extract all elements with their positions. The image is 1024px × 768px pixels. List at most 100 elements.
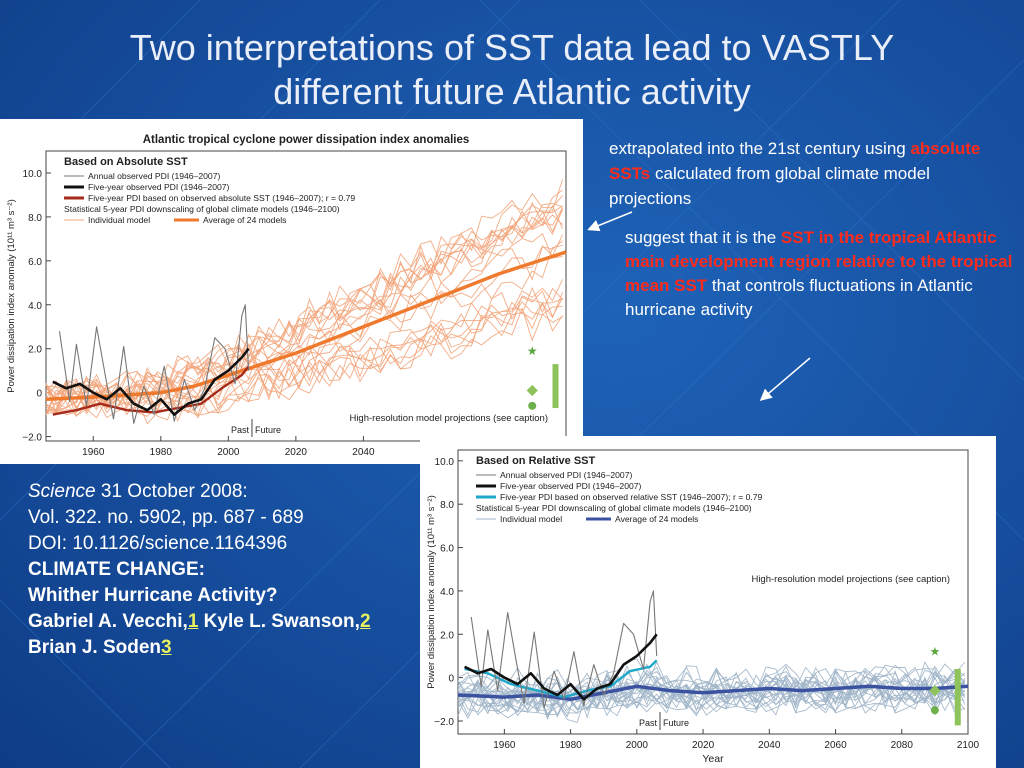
y-tick-label: 8.0 bbox=[440, 500, 454, 511]
chart-relative-sst-plot: Based on Relative SST 10.0 8.0 6.0 4.0 2.0 0 −2… bbox=[426, 449, 980, 765]
high-resolution-label: High-resolution model projections (see c… bbox=[751, 574, 950, 585]
x-tick-label: 2100 bbox=[957, 740, 980, 751]
x-axis-label: Year bbox=[702, 753, 724, 765]
individual-model-line bbox=[457, 663, 965, 706]
citation-journal: Science bbox=[28, 481, 96, 502]
legend-entry: Annual observed PDI (1946–2007) bbox=[88, 171, 220, 181]
plot-frame bbox=[45, 150, 567, 442]
individual-model-line bbox=[45, 179, 564, 406]
average-of-24-models-line bbox=[457, 684, 969, 702]
y-tick-label: 10.0 bbox=[435, 457, 455, 468]
citation-doi: DOI: 10.1126/science.1164396 bbox=[28, 533, 288, 554]
individual-model-line bbox=[45, 201, 563, 406]
annotation-relative-highlight: SST in the tropical Atlantic main develo… bbox=[625, 228, 1013, 295]
annotation-absolute-pre: extrapolated into the 21st century using bbox=[609, 139, 911, 158]
projection-diamond-marker bbox=[929, 684, 941, 697]
legend-entry: Five-year observed PDI (1946–2007) bbox=[88, 182, 230, 192]
y-tick-label: −2.0 bbox=[434, 717, 454, 728]
average-of-24-models-line bbox=[45, 250, 567, 402]
high-resolution-label: High-resolution model projections (see c… bbox=[349, 413, 548, 424]
five-year-sst-based-pdi-line bbox=[52, 365, 250, 416]
x-tick-label: 2080 bbox=[891, 740, 914, 751]
citation-author-1: Gabriel A. Vecchi, bbox=[28, 611, 188, 632]
citation-volume: Vol. 322. no. 5902, pp. 687 - 689 bbox=[28, 507, 304, 528]
y-tick-label: 4.0 bbox=[28, 301, 42, 312]
citation-block: Science 31 October 2008: Vol. 322. no. 5… bbox=[28, 479, 408, 661]
title-line-2: different future Atlantic activity bbox=[273, 71, 751, 112]
y-tick-label: 6.0 bbox=[440, 544, 454, 555]
x-tick-label: 2060 bbox=[824, 740, 847, 751]
y-tick-label: 2.0 bbox=[440, 630, 454, 641]
chart-title: Atlantic tropical cyclone power dissipat… bbox=[143, 134, 470, 146]
individual-model-line bbox=[45, 244, 563, 414]
plot-frame bbox=[457, 449, 969, 735]
annotation-relative-post: that controls fluctuations in Atlantic h… bbox=[625, 276, 973, 319]
annotation-absolute: extrapolated into the 21st century using… bbox=[609, 136, 1009, 211]
x-tick-label: 2000 bbox=[217, 447, 240, 458]
projection-star-marker: ★ bbox=[527, 344, 538, 358]
y-tick-label: 10.0 bbox=[23, 169, 43, 180]
y-axis-label: Power dissipation index anomaly (10¹¹ m³… bbox=[426, 495, 437, 689]
affiliation-link-3[interactable]: 3 bbox=[161, 637, 172, 658]
panel-label: Based on Relative SST bbox=[476, 455, 595, 467]
citation-headline: Whither Hurricane Activity? bbox=[28, 585, 278, 606]
projection-diamond-marker bbox=[526, 384, 538, 397]
affiliation-link-2[interactable]: 2 bbox=[359, 611, 371, 632]
y-axis-label: Power dissipation index anomaly (10¹¹ m³… bbox=[6, 199, 17, 393]
affiliation-link-1[interactable]: 1 bbox=[187, 611, 199, 632]
y-tick-label: 0 bbox=[448, 674, 454, 685]
individual-model-line bbox=[457, 660, 965, 696]
y-tick-label: 2.0 bbox=[28, 345, 42, 356]
citation-author-2: Kyle L. Swanson, bbox=[198, 611, 360, 632]
x-tick-label: 2020 bbox=[285, 447, 308, 458]
x-tick-label: 1960 bbox=[493, 740, 516, 751]
individual-model-line bbox=[45, 209, 564, 404]
individual-model-line bbox=[45, 204, 564, 410]
future-label: Future bbox=[663, 718, 689, 728]
title-line-1: Two interpretations of SST data lead to … bbox=[129, 27, 895, 68]
five-year-observed-pdi-line bbox=[52, 347, 250, 416]
x-tick-label: 2040 bbox=[758, 740, 781, 751]
chart-relative-sst: Based on Relative SST 10.0 8.0 6.0 4.0 2.0 0 −2… bbox=[420, 436, 996, 768]
legend-entry: Five-year PDI based on observed absolute… bbox=[88, 193, 355, 203]
legend-entry: Average of 24 models bbox=[615, 514, 698, 524]
x-tick-label: 1980 bbox=[559, 740, 582, 751]
y-tick-label: 4.0 bbox=[440, 587, 454, 598]
x-tick-label: 2040 bbox=[352, 447, 375, 458]
panel-label: Based on Absolute SST bbox=[64, 156, 188, 168]
y-tick-label: 6.0 bbox=[28, 257, 42, 268]
chart-absolute-sst-plot: Atlantic tropical cyclone power dissipat… bbox=[6, 134, 567, 458]
five-year-observed-pdi-line bbox=[464, 633, 658, 701]
past-label: Past bbox=[231, 425, 250, 435]
annual-observed-pdi-line bbox=[58, 304, 250, 424]
legend-entry: Average of 24 models bbox=[203, 215, 286, 225]
x-tick-label: 1960 bbox=[82, 447, 105, 458]
annual-observed-pdi-line bbox=[470, 590, 658, 709]
individual-model-line bbox=[45, 279, 564, 412]
legend-entry: Individual model bbox=[88, 215, 150, 225]
legend-entry: Annual observed PDI (1946–2007) bbox=[500, 470, 632, 480]
projection-star-marker: ★ bbox=[930, 645, 941, 659]
annotation-absolute-highlight: absolute SSTs bbox=[609, 139, 981, 183]
projection-range-bar bbox=[552, 364, 559, 409]
legend-entry: Statistical 5-year PDI downscaling of gl… bbox=[64, 204, 340, 214]
annotation-relative-pre: suggest that it is the bbox=[625, 228, 781, 247]
x-tick-label: 2000 bbox=[626, 740, 649, 751]
citation-date: 31 October 2008: bbox=[95, 481, 248, 502]
citation-section: CLIMATE CHANGE: bbox=[28, 559, 205, 580]
annotation-absolute-post: calculated from global climate model pro… bbox=[609, 164, 930, 208]
legend-entry: Five-year PDI based on observed relative… bbox=[500, 492, 763, 502]
chart-absolute-sst: Atlantic tropical cyclone power dissipat… bbox=[0, 119, 583, 464]
y-tick-label: 8.0 bbox=[28, 213, 42, 224]
x-tick-label: 2020 bbox=[692, 740, 715, 751]
x-tick-label: 1980 bbox=[150, 447, 173, 458]
y-tick-label: −2.0 bbox=[22, 433, 42, 444]
projection-range-bar bbox=[954, 668, 961, 726]
annotation-relative: suggest that it is the SST in the tropic… bbox=[625, 226, 1017, 322]
slide-title: Two interpretations of SST data lead to … bbox=[40, 26, 984, 114]
y-tick-label: 0 bbox=[36, 389, 42, 400]
individual-model-line bbox=[45, 192, 563, 414]
legend-entry: Five-year observed PDI (1946–2007) bbox=[500, 481, 642, 491]
legend-entry: Individual model bbox=[500, 514, 562, 524]
past-label: Past bbox=[639, 718, 658, 728]
